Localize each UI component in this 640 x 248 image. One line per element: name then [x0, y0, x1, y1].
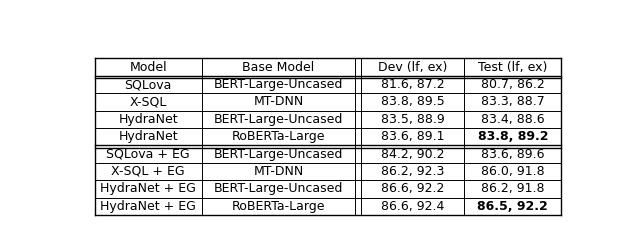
- Text: 81.6, 87.2: 81.6, 87.2: [381, 78, 445, 91]
- Text: SQLova + EG: SQLova + EG: [106, 148, 190, 161]
- Text: BERT-Large-Uncased: BERT-Large-Uncased: [214, 182, 343, 195]
- Text: 83.3, 88.7: 83.3, 88.7: [481, 95, 545, 108]
- Text: RoBERTa-Large: RoBERTa-Large: [232, 200, 325, 213]
- Text: BERT-Large-Uncased: BERT-Large-Uncased: [214, 148, 343, 161]
- Text: 80.7, 86.2: 80.7, 86.2: [481, 78, 545, 91]
- Text: MT-DNN: MT-DNN: [253, 165, 303, 178]
- Text: 83.4, 88.6: 83.4, 88.6: [481, 113, 545, 126]
- Text: 83.6, 89.6: 83.6, 89.6: [481, 148, 545, 161]
- Text: 86.6, 92.2: 86.6, 92.2: [381, 182, 445, 195]
- Text: 83.8, 89.2: 83.8, 89.2: [477, 130, 548, 143]
- Text: RoBERTa-Large: RoBERTa-Large: [232, 130, 325, 143]
- Text: 84.2, 90.2: 84.2, 90.2: [381, 148, 445, 161]
- Text: X-SQL + EG: X-SQL + EG: [111, 165, 185, 178]
- Text: Dev (lf, ex): Dev (lf, ex): [378, 61, 447, 74]
- Text: 86.5, 92.2: 86.5, 92.2: [477, 200, 548, 213]
- Text: 83.8, 89.5: 83.8, 89.5: [381, 95, 445, 108]
- Text: 86.2, 91.8: 86.2, 91.8: [481, 182, 545, 195]
- Text: HydraNet + EG: HydraNet + EG: [100, 182, 196, 195]
- Text: Model: Model: [129, 61, 167, 74]
- Text: HydraNet: HydraNet: [118, 113, 178, 126]
- Text: 83.6, 89.1: 83.6, 89.1: [381, 130, 445, 143]
- Text: MT-DNN: MT-DNN: [253, 95, 303, 108]
- Text: 86.6, 92.4: 86.6, 92.4: [381, 200, 445, 213]
- Text: SQLova: SQLova: [125, 78, 172, 91]
- Text: HydraNet: HydraNet: [118, 130, 178, 143]
- Text: 86.2, 92.3: 86.2, 92.3: [381, 165, 445, 178]
- Text: HydraNet + EG: HydraNet + EG: [100, 200, 196, 213]
- Text: 83.5, 88.9: 83.5, 88.9: [381, 113, 445, 126]
- Text: Test (lf, ex): Test (lf, ex): [478, 61, 547, 74]
- Text: BERT-Large-Uncased: BERT-Large-Uncased: [214, 78, 343, 91]
- Text: X-SQL: X-SQL: [129, 95, 167, 108]
- Text: BERT-Large-Uncased: BERT-Large-Uncased: [214, 113, 343, 126]
- Text: Base Model: Base Model: [243, 61, 314, 74]
- Text: 86.0, 91.8: 86.0, 91.8: [481, 165, 545, 178]
